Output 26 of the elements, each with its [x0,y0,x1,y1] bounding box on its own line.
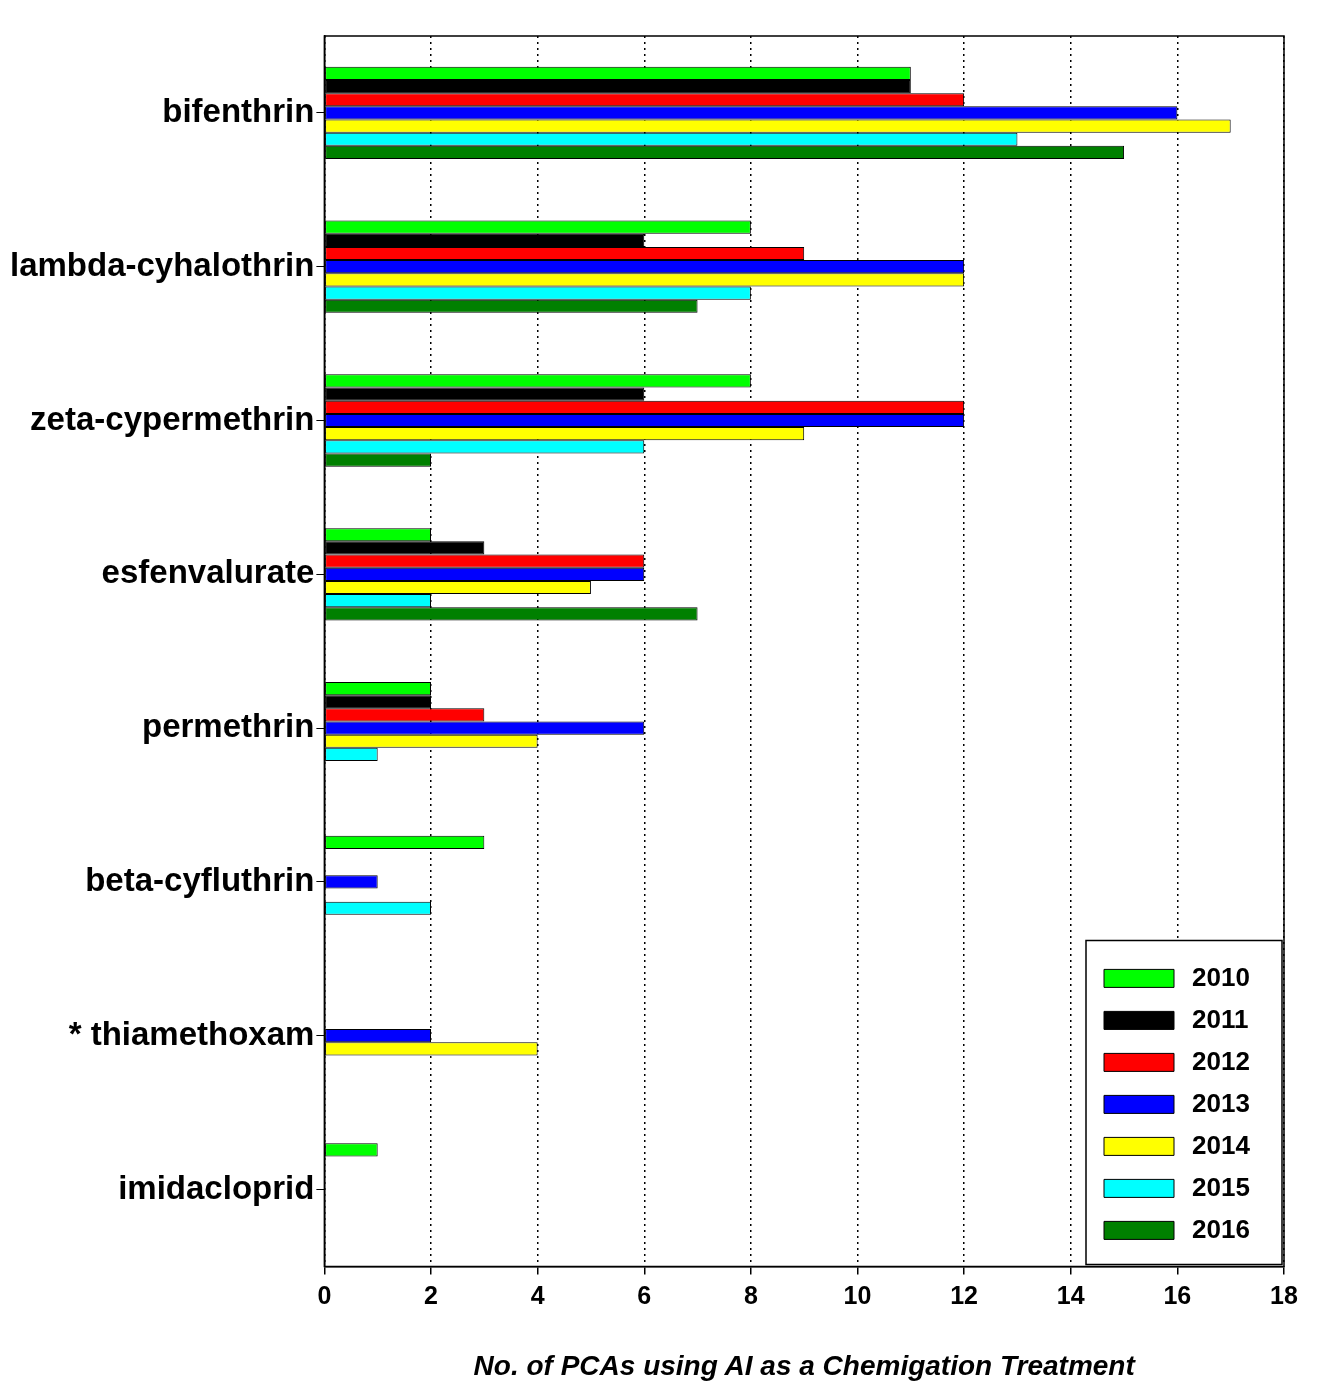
x-tick-label: 2 [424,1281,438,1310]
y-tick-label: esfenvalurate [101,553,315,591]
legend-label: 2014 [1192,1129,1251,1160]
legend-label: 2010 [1192,961,1250,992]
y-tick-label: bifenthrin [162,91,315,129]
x-tick-label: 6 [637,1281,652,1310]
x-tick-label: 18 [1270,1281,1298,1310]
x-tick-label: 0 [317,1281,332,1310]
legend-label: 2016 [1192,1213,1250,1244]
legend-label: 2012 [1192,1045,1250,1076]
y-tick-label: beta-cyfluthrin [85,860,315,898]
y-tick-label: permethrin [142,707,315,745]
y-tick-label: lambda-cyhalothrin [9,245,315,283]
legend-label: 2015 [1192,1171,1250,1202]
x-tick-label: 12 [950,1281,979,1310]
legend-label: 2011 [1192,1003,1249,1034]
x-tick-label: 10 [843,1281,872,1310]
y-tick-label: imidacloprid [118,1168,315,1206]
x-tick-label: 8 [743,1281,758,1310]
y-tick-label: zeta-cypermethrin [30,399,315,437]
y-tick-label: * thiamethoxam [68,1014,315,1052]
legend-label: 2013 [1192,1087,1250,1118]
x-axis-title: No. of PCAs using AI as a Chemigation Treatment [473,1349,1137,1381]
x-tick-label: 16 [1163,1281,1192,1310]
x-tick-label: 14 [1056,1281,1085,1310]
x-tick-label: 4 [530,1281,545,1310]
